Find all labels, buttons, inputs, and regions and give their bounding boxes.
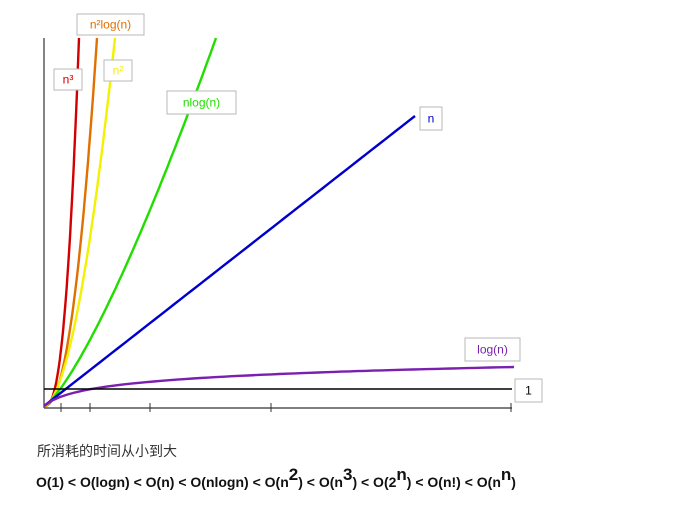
series-label-text: n (428, 112, 435, 126)
complexity-order: O(1) < O(logn) < O(n) < O(nlogn) < O(n2)… (36, 466, 516, 490)
chart-caption: 所消耗的时间从小到大 (37, 444, 177, 460)
order-text: ) < O(2 (352, 474, 397, 490)
series-line-cubic (44, 37, 81, 408)
series-label-constant: 1 (514, 378, 543, 403)
order-exponent: 3 (342, 465, 353, 484)
series-label-box (103, 59, 133, 82)
series-label-nlogn: nlog(n) (166, 90, 237, 115)
order-exponent: 2 (288, 465, 299, 484)
series-label-quadratic: n² (103, 59, 133, 82)
order-text: ) < O(n!) < O(n (406, 474, 501, 490)
series-line-linear (43, 115, 416, 407)
series-label-linear: n (419, 106, 443, 131)
series-label-text: n³ (63, 73, 74, 87)
series-label-box (419, 106, 443, 131)
series-label-log: log(n) (464, 337, 521, 362)
series-label-box (514, 378, 543, 403)
order-exponent: n (500, 465, 512, 484)
series-label-cubic: n³ (53, 68, 83, 91)
series-label-box (166, 90, 237, 115)
order-exponent: n (396, 465, 407, 484)
series-label-text: n²log(n) (90, 18, 131, 32)
series-label-text: nlog(n) (183, 96, 220, 110)
series-line-quadratic (43, 37, 117, 408)
series-label-n2logn: n²log(n) (76, 13, 145, 36)
series-line-log (43, 365, 515, 407)
order-text: O(1) < O(logn) < O(n) < O(nlogn) < O(n (36, 474, 289, 490)
series-line-nlogn (43, 37, 218, 408)
series-label-box (53, 68, 83, 91)
series-label-text: 1 (525, 384, 532, 398)
series-label-box (76, 13, 145, 36)
order-text: ) (511, 474, 516, 490)
series-label-text: n² (113, 64, 124, 78)
order-text: ) < O(n (298, 474, 343, 490)
series-label-text: log(n) (477, 343, 508, 357)
series-label-box (464, 337, 521, 362)
